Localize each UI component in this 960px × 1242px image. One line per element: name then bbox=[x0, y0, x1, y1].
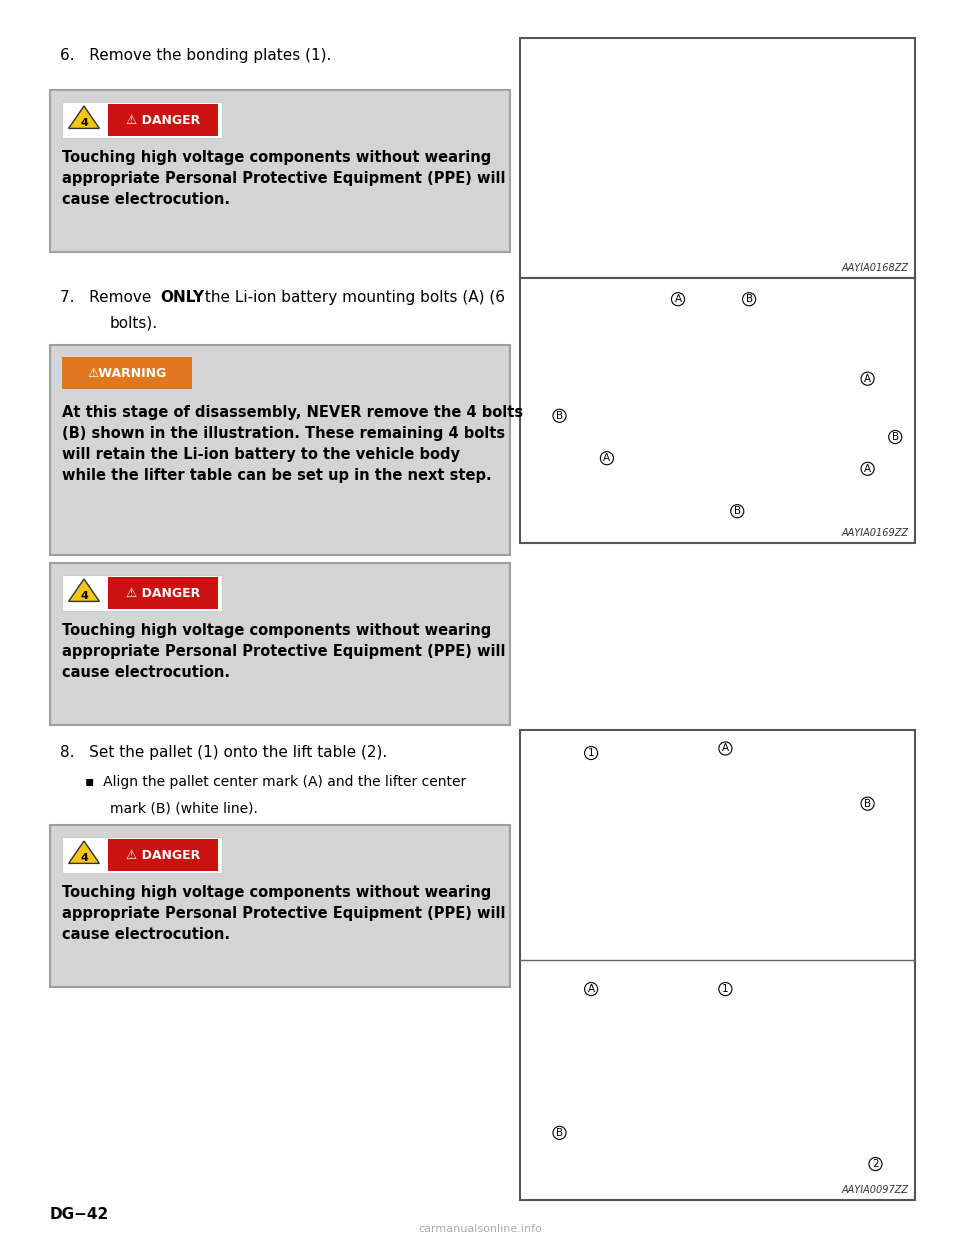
Text: 6.   Remove the bonding plates (1).: 6. Remove the bonding plates (1). bbox=[60, 48, 331, 63]
Text: B: B bbox=[892, 432, 899, 442]
Text: At this stage of disassembly, NEVER remove the 4 bolts
(B) shown in the illustra: At this stage of disassembly, NEVER remo… bbox=[62, 405, 523, 483]
FancyBboxPatch shape bbox=[50, 825, 510, 987]
Polygon shape bbox=[68, 579, 100, 601]
Text: 4: 4 bbox=[80, 853, 88, 863]
Text: Touching high voltage components without wearing
appropriate Personal Protective: Touching high voltage components without… bbox=[62, 623, 506, 681]
Text: ⚠ DANGER: ⚠ DANGER bbox=[126, 113, 200, 127]
Text: ⚠ DANGER: ⚠ DANGER bbox=[126, 586, 200, 600]
Polygon shape bbox=[68, 841, 100, 863]
Text: Touching high voltage components without wearing
appropriate Personal Protective: Touching high voltage components without… bbox=[62, 150, 506, 207]
Text: B: B bbox=[746, 294, 753, 304]
Text: ONLY: ONLY bbox=[160, 289, 204, 306]
Text: AAYIA0169ZZ: AAYIA0169ZZ bbox=[842, 528, 909, 538]
FancyBboxPatch shape bbox=[62, 102, 222, 138]
Text: AAYIA0168ZZ: AAYIA0168ZZ bbox=[842, 263, 909, 273]
FancyBboxPatch shape bbox=[50, 345, 510, 555]
Text: A: A bbox=[588, 984, 594, 994]
FancyBboxPatch shape bbox=[50, 563, 510, 725]
Text: B: B bbox=[864, 799, 871, 809]
FancyBboxPatch shape bbox=[62, 837, 222, 873]
Text: bolts).: bolts). bbox=[110, 315, 158, 332]
FancyBboxPatch shape bbox=[62, 356, 192, 389]
Text: B: B bbox=[556, 411, 564, 421]
Text: 2: 2 bbox=[873, 1159, 878, 1169]
Text: A: A bbox=[722, 744, 729, 754]
FancyBboxPatch shape bbox=[108, 840, 218, 871]
Text: A: A bbox=[864, 463, 871, 473]
FancyBboxPatch shape bbox=[108, 104, 218, 137]
Text: ▪  Align the pallet center mark (A) and the lifter center: ▪ Align the pallet center mark (A) and t… bbox=[85, 775, 467, 789]
FancyBboxPatch shape bbox=[520, 278, 915, 543]
Polygon shape bbox=[68, 106, 100, 128]
Text: 4: 4 bbox=[80, 591, 88, 601]
FancyBboxPatch shape bbox=[520, 730, 915, 1200]
FancyBboxPatch shape bbox=[62, 575, 222, 611]
Text: the Li-ion battery mounting bolts (A) (6: the Li-ion battery mounting bolts (A) (6 bbox=[200, 289, 505, 306]
Text: A: A bbox=[864, 374, 871, 384]
Text: 7.   Remove: 7. Remove bbox=[60, 289, 156, 306]
Text: 8.   Set the pallet (1) onto the lift table (2).: 8. Set the pallet (1) onto the lift tabl… bbox=[60, 745, 387, 760]
FancyBboxPatch shape bbox=[108, 578, 218, 609]
Text: ⚠ DANGER: ⚠ DANGER bbox=[126, 848, 200, 862]
FancyBboxPatch shape bbox=[520, 39, 915, 278]
Text: A: A bbox=[675, 294, 682, 304]
Text: ⚠WARNING: ⚠WARNING bbox=[87, 366, 167, 380]
Text: carmanualsonline.info: carmanualsonline.info bbox=[418, 1225, 542, 1235]
Text: mark (B) (white line).: mark (B) (white line). bbox=[110, 801, 258, 815]
Text: DG−42: DG−42 bbox=[50, 1207, 109, 1222]
FancyBboxPatch shape bbox=[50, 89, 510, 252]
Text: AAYIA0097ZZ: AAYIA0097ZZ bbox=[842, 1185, 909, 1195]
Text: A: A bbox=[603, 453, 611, 463]
Text: Touching high voltage components without wearing
appropriate Personal Protective: Touching high voltage components without… bbox=[62, 886, 506, 941]
Text: 1: 1 bbox=[588, 748, 594, 758]
Text: B: B bbox=[556, 1128, 564, 1138]
Text: B: B bbox=[733, 507, 741, 517]
Text: 4: 4 bbox=[80, 118, 88, 128]
Text: 1: 1 bbox=[722, 984, 729, 994]
